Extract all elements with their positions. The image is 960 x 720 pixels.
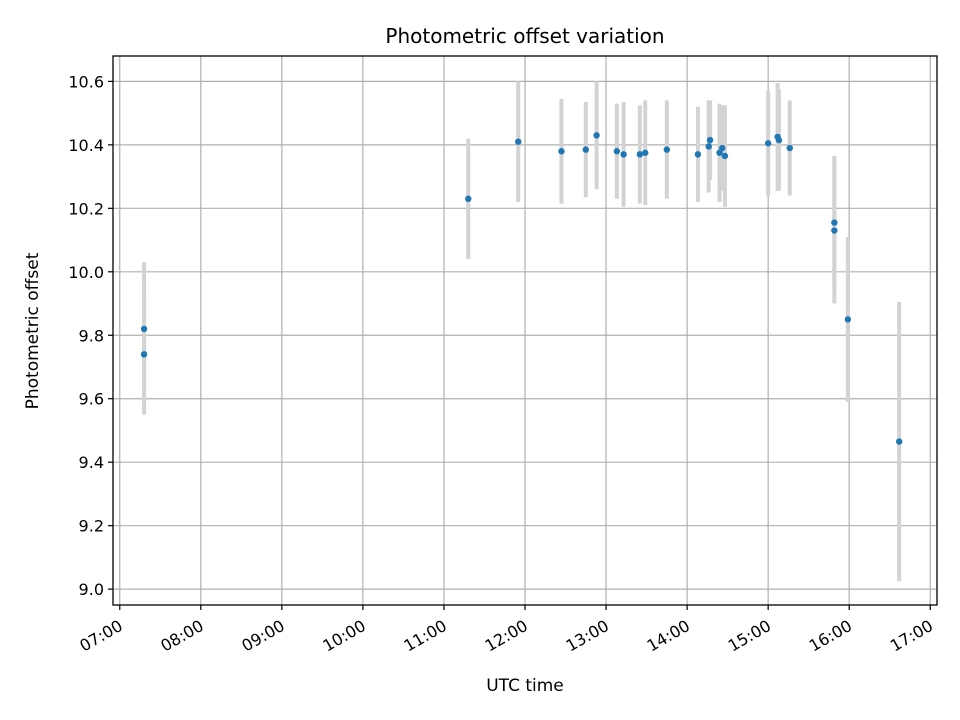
data-point [636, 151, 644, 158]
data-point [844, 316, 852, 323]
data-point [593, 132, 600, 139]
data-point [140, 351, 148, 358]
data-point [465, 195, 472, 203]
data-point [558, 148, 565, 155]
data-point [786, 144, 793, 152]
data-point [705, 143, 712, 150]
y-tick-label: 9.8 [79, 326, 104, 345]
data-point [895, 438, 903, 445]
data-point [764, 140, 772, 147]
y-axis-label: Photometric offset [23, 252, 43, 409]
y-tick-label: 10.4 [68, 136, 104, 155]
data-point [620, 151, 627, 158]
data-point [140, 325, 148, 333]
data-point [775, 136, 783, 144]
y-tick-label: 9.4 [79, 453, 104, 472]
y-tick-label: 9.2 [79, 517, 104, 536]
data-point [694, 151, 702, 158]
data-points [140, 132, 903, 445]
data-point [831, 227, 838, 234]
data-point [613, 148, 621, 155]
data-point [663, 146, 671, 153]
y-tick-label: 10.2 [68, 199, 104, 218]
data-point [719, 144, 726, 152]
chart-title: Photometric offset variation [385, 24, 664, 48]
data-point [831, 219, 838, 226]
y-tick-label: 9.6 [79, 390, 104, 409]
data-point [642, 149, 649, 156]
data-point [582, 146, 589, 153]
y-tick-label: 9.0 [79, 580, 104, 599]
data-point [515, 138, 522, 145]
x-axis-label: UTC time [486, 676, 564, 696]
data-point [716, 149, 723, 156]
data-point [706, 136, 714, 144]
y-tick-label: 10.6 [68, 72, 104, 91]
y-tick-label: 10.0 [68, 263, 104, 282]
data-point [721, 152, 729, 160]
